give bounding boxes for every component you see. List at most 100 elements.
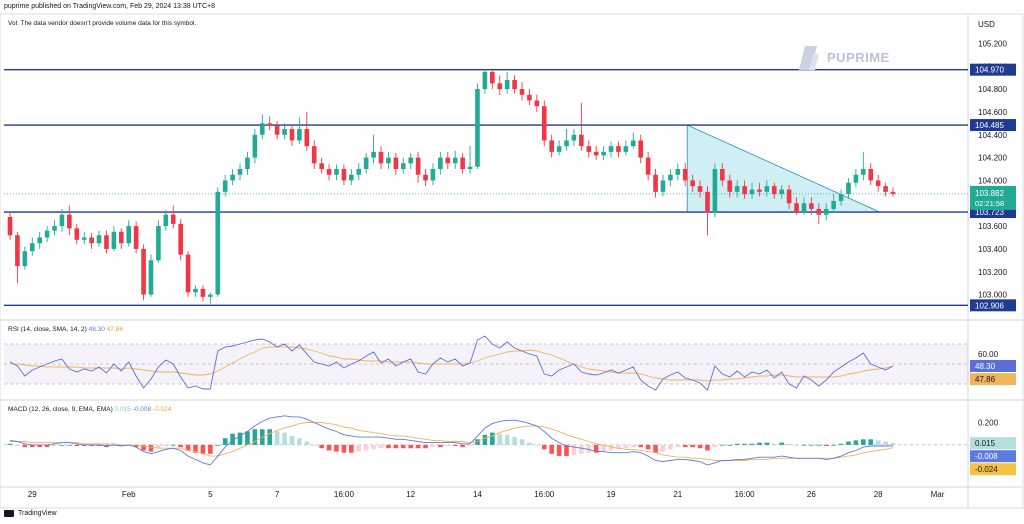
candle-body xyxy=(623,146,629,152)
candle-body xyxy=(616,146,621,152)
macd-histogram-bar xyxy=(133,444,139,448)
macd-histogram-bar xyxy=(222,438,228,445)
candle-body xyxy=(630,140,636,147)
macd-histogram-bar xyxy=(875,440,881,445)
macd-histogram-bar xyxy=(697,444,703,449)
candle-body xyxy=(816,208,822,215)
macd-histogram-bar xyxy=(556,444,562,457)
macd-histogram-bar xyxy=(497,433,503,445)
macd-histogram-bar xyxy=(586,444,592,453)
puprime-logo-icon xyxy=(799,46,819,70)
candle-body xyxy=(638,140,644,158)
candle-body xyxy=(645,157,651,175)
time-tick-label: 29 xyxy=(28,490,37,499)
candle-body xyxy=(29,243,35,252)
candle-body xyxy=(682,169,688,181)
time-tick-label: Feb xyxy=(122,490,136,499)
rsi-label: RSI (14, close, SMA, 14, 2) xyxy=(8,326,87,333)
macd-tick-label: 0.200 xyxy=(978,419,999,428)
macd-histogram-bar xyxy=(630,444,636,448)
macd-value-tag xyxy=(970,450,1016,463)
candle-body xyxy=(838,194,844,201)
macd-histogram-bar xyxy=(356,444,362,452)
candle-countdown: 02:21:58 xyxy=(975,199,1004,208)
macd-histogram-bar xyxy=(193,444,198,453)
candle-body xyxy=(104,235,109,249)
macd-histogram-bar xyxy=(779,442,784,445)
candle-body xyxy=(44,230,50,238)
macd-value-tag xyxy=(970,463,1016,476)
candle-body xyxy=(757,189,762,192)
candle-body xyxy=(497,83,503,90)
macd-histogram-bar xyxy=(853,440,859,445)
candle-body xyxy=(705,191,710,213)
candle-body xyxy=(430,169,436,181)
level-price-label: 103.723 xyxy=(975,208,1004,217)
macd-signal-line xyxy=(10,422,894,461)
price-tick-label: 103.000 xyxy=(978,291,1007,300)
macd-histogram-bar xyxy=(208,444,213,454)
macd-histogram-bar xyxy=(712,444,718,448)
macd-histogram-bar xyxy=(400,444,406,449)
macd-histogram-bar xyxy=(148,444,154,452)
brand-logo: PUPRIME xyxy=(795,44,890,70)
rsi-line xyxy=(9,335,894,391)
time-tick-label: 26 xyxy=(807,490,816,499)
time-tick-label: 16:00 xyxy=(334,490,355,499)
macd-histogram-bar xyxy=(282,432,287,445)
chart-frame xyxy=(0,13,1024,509)
macd-histogram-bar xyxy=(267,429,273,445)
macd-histogram-bar xyxy=(119,444,124,446)
candle-body xyxy=(96,235,102,244)
price-tick-label: 105.200 xyxy=(978,39,1007,48)
candle-body xyxy=(460,157,465,170)
candle-body xyxy=(764,186,770,192)
time-tick-label: 16:00 xyxy=(534,490,555,499)
price-tick-label: 104.800 xyxy=(978,85,1007,94)
candle-body xyxy=(549,140,554,152)
macd-histogram-bar xyxy=(185,444,191,451)
candle-body xyxy=(786,189,792,204)
macd-histogram-bar xyxy=(527,442,532,445)
candle-body xyxy=(37,237,42,244)
candle-body xyxy=(720,169,725,181)
candle-body xyxy=(482,71,488,90)
candle-body xyxy=(386,157,391,164)
candle-body xyxy=(853,174,859,183)
macd-histogram-bar xyxy=(846,441,851,445)
macd-histogram-bar xyxy=(467,444,473,446)
macd-histogram-bar xyxy=(831,444,836,446)
candle-body xyxy=(274,125,280,135)
macd-histogram-bar xyxy=(59,444,65,446)
candle-body xyxy=(141,248,146,295)
candle-body xyxy=(541,106,547,141)
candle-body xyxy=(875,180,881,187)
rsi-ma-value: 47.86 xyxy=(106,326,123,333)
candle-body xyxy=(653,174,658,192)
macd-value-label: -0.008 xyxy=(975,452,998,461)
current-price-tag xyxy=(970,185,1016,210)
macd-histogram-bar xyxy=(786,443,792,445)
candle-body xyxy=(823,208,829,215)
macd-histogram-bar xyxy=(415,444,421,449)
macd-histogram-bar xyxy=(29,444,35,448)
candle-body xyxy=(601,151,606,156)
macd-histogram-bar xyxy=(549,444,554,454)
candle-body xyxy=(119,231,124,244)
candle-body xyxy=(319,163,324,170)
candle-body xyxy=(534,100,540,107)
macd-histogram-bar xyxy=(490,432,495,445)
macd-histogram-bar xyxy=(44,444,50,448)
candle-body xyxy=(749,189,755,195)
time-tick-label: 19 xyxy=(607,490,616,499)
macd-histogram-bar xyxy=(749,443,755,445)
candle-body xyxy=(868,169,874,181)
candle-body xyxy=(178,223,183,255)
macd-histogram-bar xyxy=(482,434,488,445)
footer: TradingView xyxy=(4,510,57,517)
time-tick-label: 28 xyxy=(874,490,883,499)
macd-histogram-bar xyxy=(37,444,42,448)
macd-histogram-bar xyxy=(682,444,688,448)
candle-body xyxy=(890,191,896,194)
